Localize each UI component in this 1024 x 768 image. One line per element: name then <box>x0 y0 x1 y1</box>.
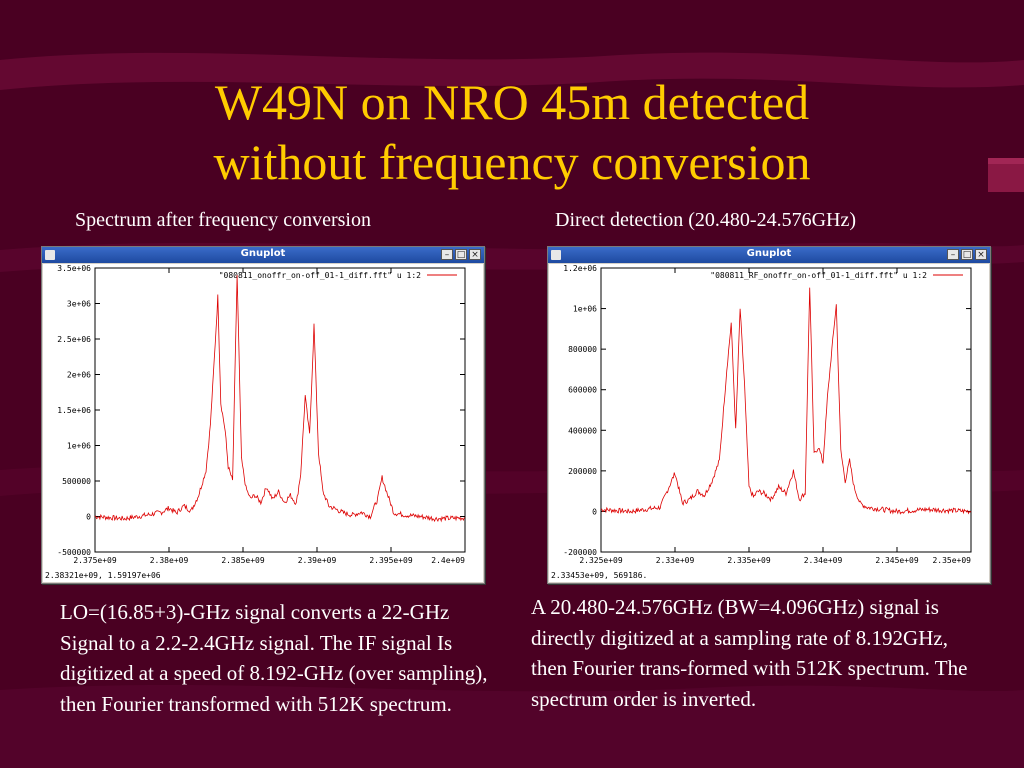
slide-title-line1: W49N on NRO 45m detected <box>214 74 810 130</box>
maximize-icon[interactable]: □ <box>961 249 973 260</box>
y-tick-label: 0 <box>86 513 91 522</box>
y-tick-label: 400000 <box>568 426 597 435</box>
plot-frame <box>600 267 972 553</box>
x-tick-label: 2.34e+09 <box>804 556 843 565</box>
maximize-icon[interactable]: □ <box>455 249 467 260</box>
minimize-icon[interactable]: – <box>947 249 959 260</box>
window-title: Gnuplot <box>240 248 286 259</box>
y-tick-label: 1.2e+06 <box>563 264 597 273</box>
x-tick-label: 2.4e+09 <box>431 556 465 565</box>
y-tick-label: 3e+06 <box>67 300 91 309</box>
close-icon[interactable]: × <box>469 249 481 260</box>
y-tick-label: 200000 <box>568 467 597 476</box>
x-tick-label: 2.33e+09 <box>656 556 695 565</box>
legend-label: "080811_RF_onoffr_on-off_01-1_diff.fft" … <box>710 271 927 280</box>
status-coordinates: 2.33453e+09, 569186. <box>549 570 989 582</box>
y-tick-label: 3.5e+06 <box>57 264 91 273</box>
app-icon <box>551 250 561 260</box>
plot-area[interactable]: 3.5e+06 3e+06 2.5e+06 2e+06 1.5e+06 1e+06 5000… <box>43 264 483 570</box>
y-tick-label: 2e+06 <box>67 371 91 380</box>
right-caption: Direct detection (20.480-24.576GHz) <box>555 209 857 231</box>
y-tick-label: -500000 <box>57 548 91 557</box>
y-tick-label: 600000 <box>568 386 597 395</box>
y-tick-label: 500000 <box>62 477 91 486</box>
plot-area[interactable]: 1.2e+06 1e+06 800000 600000 400000 200000 0 -20… <box>549 264 989 570</box>
close-icon[interactable]: × <box>975 249 987 260</box>
plot-frame <box>94 267 466 553</box>
right-description: A 20.480-24.576GHz (BW=4.096GHz) signal … <box>531 595 968 711</box>
slide-title-line2: without frequency conversion <box>213 134 811 190</box>
left-description: LO=(16.85+3)-GHz signal converts a 22-GH… <box>60 600 488 716</box>
series-line <box>600 287 972 515</box>
app-icon <box>45 250 55 260</box>
gnuplot-window-right[interactable]: Gnuplot – □ × 1.2e+06 1e+06 800000 600000 40… <box>547 246 991 584</box>
minimize-icon[interactable]: – <box>441 249 453 260</box>
y-tick-label: 1e+06 <box>573 305 597 314</box>
y-tick-label: 0 <box>592 507 597 516</box>
x-tick-label: 2.385e+09 <box>221 556 265 565</box>
slide-title: W49N on NRO 45m detected without frequen… <box>0 72 1024 192</box>
x-tick-label: 2.395e+09 <box>369 556 413 565</box>
y-tick-label: 1e+06 <box>67 442 91 451</box>
left-caption: Spectrum after frequency conversion <box>75 209 371 231</box>
legend-label: "080811_onoffr_on-off_01-1_diff.fft" u 1… <box>219 271 421 280</box>
status-coordinates: 2.38321e+09, 1.59197e+06 <box>43 570 483 582</box>
x-tick-label: 2.345e+09 <box>875 556 919 565</box>
y-tick-label: 2.5e+06 <box>57 335 91 344</box>
series-line <box>94 275 466 523</box>
x-tick-label: 2.35e+09 <box>932 556 971 565</box>
x-tick-label: 2.335e+09 <box>727 556 771 565</box>
x-tick-label: 2.38e+09 <box>150 556 189 565</box>
y-tick-label: -200000 <box>563 548 597 557</box>
x-tick-label: 2.39e+09 <box>298 556 337 565</box>
window-titlebar[interactable]: Gnuplot – □ × <box>548 247 990 263</box>
y-tick-label: 1.5e+06 <box>57 406 91 415</box>
window-title: Gnuplot <box>746 248 792 259</box>
x-tick-label: 2.325e+09 <box>579 556 623 565</box>
y-tick-label: 800000 <box>568 345 597 354</box>
window-titlebar[interactable]: Gnuplot – □ × <box>42 247 484 263</box>
x-tick-label: 2.375e+09 <box>73 556 117 565</box>
gnuplot-window-left[interactable]: Gnuplot – □ × 3.5e+06 3e+06 2.5e+06 2e+06 1.… <box>41 246 485 584</box>
